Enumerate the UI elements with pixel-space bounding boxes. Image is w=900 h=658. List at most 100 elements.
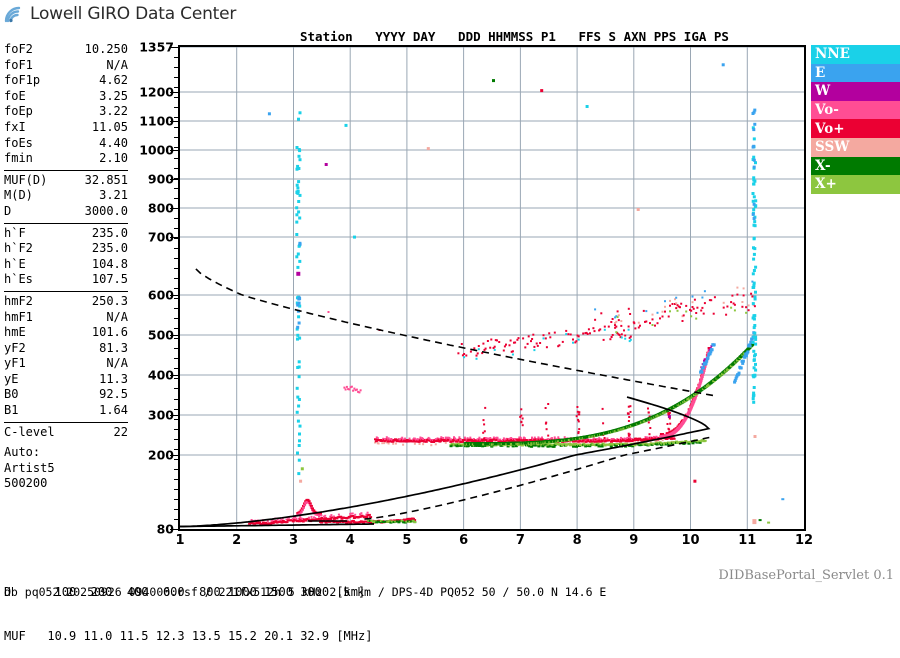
legend-item-nne[interactable]: NNE — [811, 45, 900, 64]
trace-color-legend[interactable]: NNE E W Vo- Vo+ SSW X- X+ — [811, 45, 900, 194]
y-major-tick — [170, 121, 178, 122]
y-minor-tick — [174, 217, 178, 219]
param-key: foF1p — [4, 73, 41, 88]
station-header-columns: Station YYYY DAY DDD HHMMSS P1 FFS S AXN… — [300, 29, 729, 44]
x-tick-6: 6 — [459, 533, 469, 548]
param-value: 3000.0 — [84, 203, 128, 218]
y-minor-tick — [174, 227, 178, 229]
y-minor-tick — [174, 97, 178, 99]
y-major-tick — [170, 375, 178, 376]
x-tick-11: 11 — [738, 533, 757, 548]
y-tick-900: 900 — [147, 171, 174, 187]
legend-item-e[interactable]: E — [811, 63, 900, 83]
legend-item-label: E — [815, 64, 826, 81]
y-minor-tick — [174, 57, 178, 58]
legend-item-vo[interactable]: Vo- — [811, 100, 900, 120]
x-tick-1: 1 — [175, 533, 185, 548]
y-minor-tick — [174, 47, 178, 48]
legend-item-ssw[interactable]: SSW — [811, 137, 900, 157]
y-minor-tick — [174, 468, 178, 470]
param-key: fmin — [4, 151, 33, 166]
param-row: foEs 4.40 — [4, 136, 128, 152]
param-row: MUF(D) 32.851 — [4, 173, 128, 189]
param-row: hmF2 250.3 — [4, 294, 128, 310]
y-axis-tick-labels: 80 200 300 400 500 600 700 800 900 1000 1100 1200 13… — [126, 40, 174, 537]
param-group-2: h`F 235.0 h`F2 235.0 h`E 104.8 h`Es 107.5 — [4, 222, 128, 289]
y-minor-tick — [174, 348, 178, 350]
param-row: foF1p 4.62 — [4, 73, 128, 89]
param-key: foEp — [4, 104, 33, 119]
param-row: B1 1.64 — [4, 403, 128, 419]
y-minor-tick — [174, 498, 178, 500]
param-row: h`F 235.0 — [4, 226, 128, 242]
param-row: fxI 11.05 — [4, 120, 128, 136]
param-key: hmF2 — [4, 293, 33, 308]
param-row: fmin 2.10 — [4, 151, 128, 167]
param-key: C-level — [4, 424, 55, 439]
ionogram-parameter-panel: foF2 10.250 foF1 N/A foF1p 4.62 foE 3.25 foEp 3.2… — [4, 42, 128, 492]
param-key: foEs — [4, 135, 33, 150]
param-key: h`F2 — [4, 241, 33, 256]
param-key: yF2 — [4, 340, 26, 355]
legend-item-label: NNE — [815, 46, 850, 63]
autoscaler-line: 500200 — [4, 476, 48, 491]
x-tick-9: 9 — [629, 533, 639, 548]
param-row: yE 11.3 — [4, 372, 128, 388]
y-minor-tick — [174, 388, 178, 390]
y-minor-tick — [174, 137, 178, 139]
source-file-line: db pq052 20250926 094000.rsf / 221fx512h… — [4, 585, 607, 599]
y-tick-300: 300 — [147, 407, 174, 423]
y-minor-tick — [174, 167, 178, 169]
muf-distance-table: D 100 200 400 600 800 1000 1500 3000 [km… — [4, 556, 372, 658]
y-major-tick — [170, 179, 178, 180]
y-minor-tick — [174, 408, 178, 410]
param-row: foF2 10.250 — [4, 42, 128, 58]
legend-item-label: W — [815, 83, 831, 100]
y-minor-tick — [174, 458, 178, 460]
param-value: 11.05 — [91, 119, 128, 134]
param-key: MUF(D) — [4, 172, 48, 187]
y-tick-200: 200 — [147, 447, 174, 463]
y-minor-tick — [174, 187, 178, 189]
param-value: 3.21 — [99, 188, 128, 203]
param-key: D — [4, 203, 12, 218]
param-value: 235.0 — [91, 241, 128, 256]
legend-item-w[interactable]: W — [811, 82, 900, 101]
y-major-tick — [170, 335, 178, 336]
param-group-4: C-level 22 — [4, 421, 128, 442]
y-major-tick — [170, 150, 178, 151]
y-tick-400: 400 — [147, 367, 174, 383]
param-row: hmF1 N/A — [4, 310, 128, 326]
y-major-tick — [170, 295, 178, 296]
param-key: B1 — [4, 403, 19, 418]
wifi-arc-icon — [4, 4, 28, 24]
legend-item-x[interactable]: X+ — [811, 175, 900, 194]
x-tick-4: 4 — [345, 533, 355, 548]
x-tick-12: 12 — [794, 533, 814, 548]
y-minor-tick — [174, 519, 178, 520]
legend-item-x[interactable]: X- — [811, 156, 900, 176]
y-minor-tick — [174, 298, 178, 299]
y-minor-tick — [174, 418, 178, 420]
param-row: hmE 101.6 — [4, 325, 128, 341]
param-value: 92.5 — [99, 387, 128, 402]
y-minor-tick — [174, 67, 178, 69]
x-tick-3: 3 — [288, 533, 299, 548]
param-value: 1.64 — [99, 403, 128, 418]
autoscaler-line: Auto: — [4, 445, 41, 460]
y-minor-tick — [174, 508, 178, 510]
x-tick-8: 8 — [572, 533, 582, 548]
muf-table-distance-row: D 100 200 400 600 800 1000 1500 3000 [km… — [4, 585, 366, 599]
param-value: 250.3 — [91, 293, 128, 308]
y-major-tick — [170, 92, 178, 93]
legend-item-vo[interactable]: Vo+ — [811, 119, 900, 138]
ionogram-plot-area[interactable] — [178, 45, 806, 531]
param-row: foE 3.25 — [4, 89, 128, 105]
y-tick-500: 500 — [147, 327, 174, 343]
y-minor-tick — [174, 107, 178, 109]
y-tick-700: 700 — [147, 229, 174, 245]
y-minor-tick — [174, 428, 178, 430]
y-minor-tick — [174, 318, 178, 320]
param-row: yF1 N/A — [4, 356, 128, 372]
y-minor-tick — [174, 448, 178, 450]
